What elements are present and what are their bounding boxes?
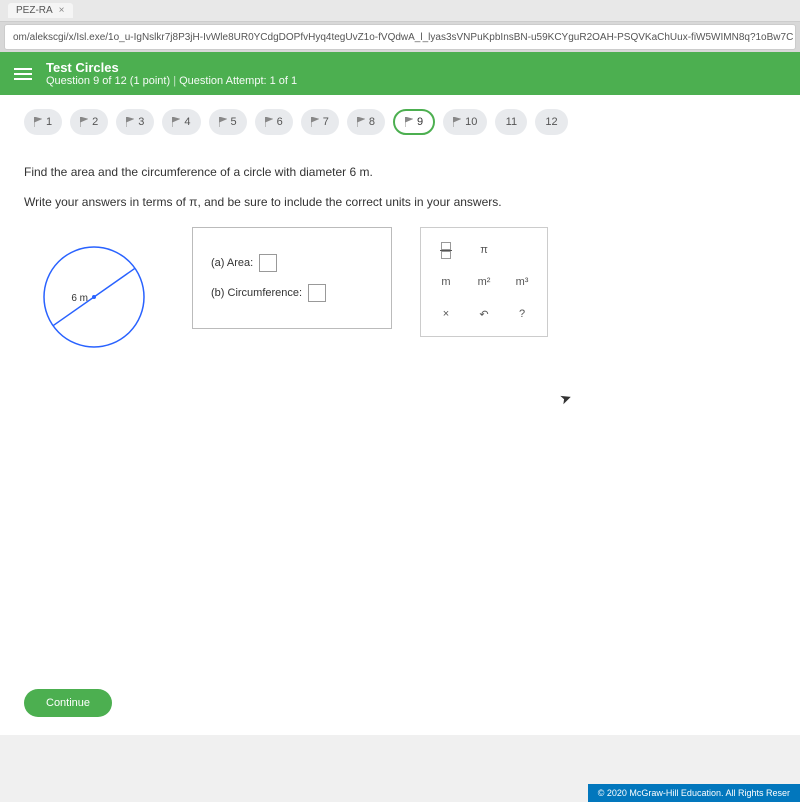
question-number: 2: [92, 116, 98, 128]
question-number: 9: [417, 116, 423, 128]
footer-copyright: © 2020 McGraw-Hill Education. All Rights…: [588, 784, 800, 802]
question-number: 7: [323, 116, 329, 128]
question-number: 1: [46, 116, 52, 128]
flag-icon: [34, 117, 42, 127]
fraction-tool[interactable]: [429, 236, 463, 264]
flag-icon: [357, 117, 365, 127]
flag-icon: [265, 117, 273, 127]
area-row: (a) Area:: [211, 254, 373, 272]
header-text: Test Circles Question 9 of 12 (1 point) …: [46, 60, 297, 87]
browser-tab-bar: PEZ-RA ×: [0, 0, 800, 22]
circle-diagram: 6 m: [24, 227, 164, 367]
work-area: 6 m (a) Area: (b) Circumference: ➤ π: [24, 227, 776, 367]
question-pill-7[interactable]: 7: [301, 109, 339, 135]
prompt-line-2: Write your answers in terms of π, and be…: [24, 193, 776, 211]
prompt-line-1: Find the area and the circumference of a…: [24, 163, 776, 181]
question-pill-8[interactable]: 8: [347, 109, 385, 135]
flag-icon: [80, 117, 88, 127]
empty-tool: [505, 236, 539, 264]
area-label: (a) Area:: [211, 257, 253, 269]
question-number: 3: [138, 116, 144, 128]
close-icon[interactable]: ×: [59, 5, 65, 16]
area-input[interactable]: [259, 254, 277, 272]
url-text: om/alekscgi/x/Isl.exe/1o_u-IgNslkr7j8P3j…: [13, 32, 793, 43]
question-pill-9[interactable]: 9: [393, 109, 435, 135]
question-pill-2[interactable]: 2: [70, 109, 108, 135]
help-tool[interactable]: ?: [505, 300, 539, 328]
question-pill-11[interactable]: 11: [495, 109, 527, 135]
browser-tab[interactable]: PEZ-RA ×: [8, 3, 73, 18]
flag-icon: [311, 117, 319, 127]
question-pill-10[interactable]: 10: [443, 109, 487, 135]
circumference-row: (b) Circumference:: [211, 284, 373, 302]
app-header: Test Circles Question 9 of 12 (1 point) …: [0, 52, 800, 95]
m3-tool[interactable]: m³: [505, 268, 539, 296]
flag-icon: [219, 117, 227, 127]
question-number: 6: [277, 116, 283, 128]
question-number: 10: [465, 116, 477, 128]
question-number: 8: [369, 116, 375, 128]
question-info: Question 9 of 12 (1 point) | Question At…: [46, 75, 297, 87]
question-pill-6[interactable]: 6: [255, 109, 293, 135]
svg-text:6 m: 6 m: [71, 293, 88, 304]
continue-button[interactable]: Continue: [24, 689, 112, 717]
question-number: 12: [545, 116, 557, 128]
toolbox: π m m² m³ × ↶ ?: [420, 227, 548, 337]
question-pill-4[interactable]: 4: [162, 109, 200, 135]
cursor-icon: ➤: [557, 389, 574, 409]
question-number: 5: [231, 116, 237, 128]
url-bar[interactable]: om/alekscgi/x/Isl.exe/1o_u-IgNslkr7j8P3j…: [4, 24, 796, 50]
content-area: 123456789101112 Find the area and the ci…: [0, 95, 800, 735]
m2-tool[interactable]: m²: [467, 268, 501, 296]
circumference-input[interactable]: [308, 284, 326, 302]
question-number: 4: [184, 116, 190, 128]
question-pill-3[interactable]: 3: [116, 109, 154, 135]
menu-icon[interactable]: [14, 68, 32, 80]
clear-tool[interactable]: ×: [429, 300, 463, 328]
flag-icon: [453, 117, 461, 127]
question-pill-1[interactable]: 1: [24, 109, 62, 135]
question-nav: 123456789101112: [24, 109, 776, 135]
answer-box: (a) Area: (b) Circumference:: [192, 227, 392, 329]
flag-icon: [172, 117, 180, 127]
pi-tool[interactable]: π: [467, 236, 501, 264]
question-number: 11: [506, 116, 517, 128]
question-pill-5[interactable]: 5: [209, 109, 247, 135]
tab-title: PEZ-RA: [16, 5, 53, 16]
app-container: Test Circles Question 9 of 12 (1 point) …: [0, 52, 800, 802]
m-tool[interactable]: m: [429, 268, 463, 296]
undo-tool[interactable]: ↶: [467, 300, 501, 328]
circumference-label: (b) Circumference:: [211, 287, 302, 299]
flag-icon: [126, 117, 134, 127]
test-title: Test Circles: [46, 60, 297, 75]
question-pill-12[interactable]: 12: [535, 109, 567, 135]
flag-icon: [405, 117, 413, 127]
